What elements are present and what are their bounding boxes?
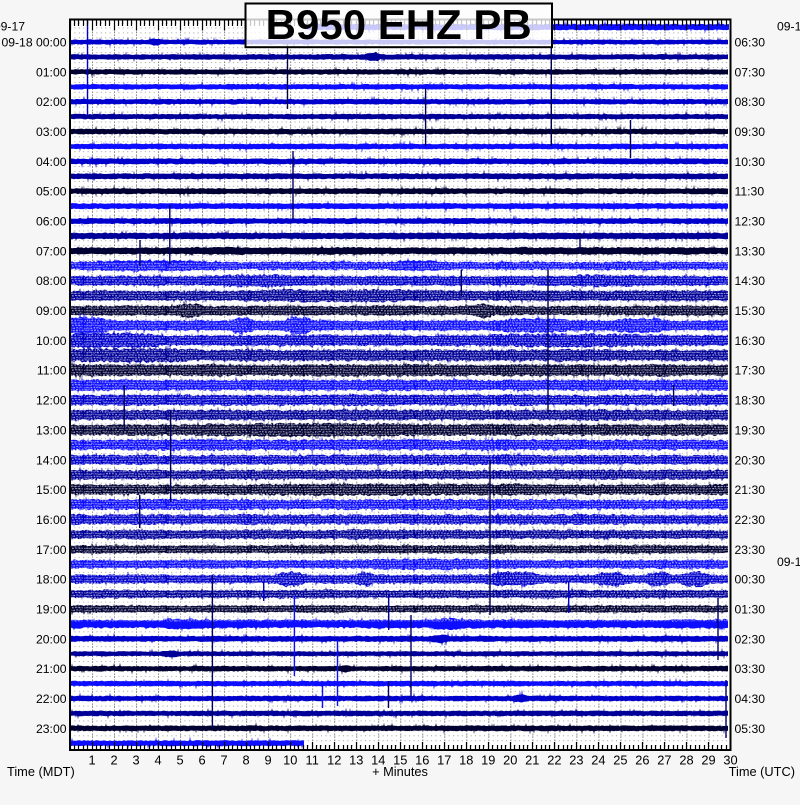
svg-text:06:30: 06:30 (735, 36, 766, 50)
svg-text:21:30: 21:30 (735, 483, 766, 497)
svg-text:4: 4 (155, 753, 162, 768)
svg-text:5: 5 (177, 753, 184, 768)
svg-text:16:00: 16:00 (36, 513, 67, 527)
svg-text:21:00: 21:00 (36, 662, 67, 676)
svg-text:7: 7 (221, 753, 228, 768)
svg-text:1: 1 (88, 753, 95, 768)
svg-text:B950 EHZ PB: B950 EHZ PB (266, 1, 532, 48)
svg-text:20:30: 20:30 (735, 453, 766, 467)
svg-text:09-19: 09-19 (777, 555, 800, 569)
svg-text:07:30: 07:30 (735, 65, 766, 79)
svg-text:10:00: 10:00 (36, 334, 67, 348)
svg-text:12: 12 (327, 753, 341, 768)
svg-text:15:30: 15:30 (735, 304, 766, 318)
svg-text:14: 14 (371, 753, 385, 768)
svg-text:19:00: 19:00 (36, 603, 67, 617)
svg-text:05:00: 05:00 (36, 185, 67, 199)
svg-text:22:30: 22:30 (735, 513, 766, 527)
svg-text:17:00: 17:00 (36, 543, 67, 557)
svg-text:11:00: 11:00 (37, 364, 67, 378)
svg-text:09-18 00:00: 09-18 00:00 (1, 36, 66, 50)
svg-text:17:30: 17:30 (735, 364, 766, 378)
svg-text:2: 2 (110, 753, 117, 768)
svg-text:26: 26 (635, 753, 649, 768)
svg-text:00:30: 00:30 (735, 573, 766, 587)
svg-text:09-17: 09-17 (0, 20, 25, 34)
svg-text:22: 22 (547, 753, 561, 768)
svg-text:18: 18 (459, 753, 473, 768)
svg-text:01:00: 01:00 (36, 65, 67, 79)
svg-text:16:30: 16:30 (735, 334, 766, 348)
svg-text:Time (UTC): Time (UTC) (729, 764, 795, 779)
svg-text:29: 29 (701, 753, 715, 768)
svg-text:22:00: 22:00 (36, 692, 67, 706)
svg-text:3: 3 (133, 753, 140, 768)
svg-text:03:00: 03:00 (36, 125, 67, 139)
svg-text:07:00: 07:00 (36, 244, 67, 258)
svg-text:09-18: 09-18 (777, 20, 800, 34)
svg-text:18:30: 18:30 (735, 394, 766, 408)
svg-text:18:00: 18:00 (36, 573, 67, 587)
svg-text:30: 30 (723, 753, 737, 768)
svg-text:14:30: 14:30 (735, 274, 766, 288)
svg-text:13:30: 13:30 (735, 244, 766, 258)
svg-text:06:00: 06:00 (36, 215, 67, 229)
svg-text:6: 6 (199, 753, 206, 768)
svg-text:28: 28 (679, 753, 693, 768)
svg-text:8: 8 (243, 753, 250, 768)
svg-text:01:30: 01:30 (735, 603, 766, 617)
svg-text:20:00: 20:00 (36, 632, 67, 646)
svg-text:9: 9 (265, 753, 272, 768)
svg-text:13:00: 13:00 (36, 423, 67, 437)
svg-text:10: 10 (283, 753, 297, 768)
svg-text:25: 25 (613, 753, 627, 768)
svg-text:09:30: 09:30 (735, 125, 766, 139)
svg-text:05:30: 05:30 (735, 722, 766, 736)
svg-text:27: 27 (657, 753, 671, 768)
svg-text:11:30: 11:30 (735, 185, 765, 199)
svg-text:04:00: 04:00 (36, 155, 67, 169)
svg-text:09:00: 09:00 (36, 304, 67, 318)
svg-text:12:00: 12:00 (36, 394, 67, 408)
svg-text:15:00: 15:00 (36, 483, 67, 497)
svg-text:23: 23 (569, 753, 583, 768)
svg-text:02:00: 02:00 (36, 95, 67, 109)
svg-text:08:30: 08:30 (735, 95, 766, 109)
svg-text:14:00: 14:00 (36, 453, 67, 467)
svg-text:21: 21 (525, 753, 539, 768)
svg-text:02:30: 02:30 (735, 632, 766, 646)
svg-text:11: 11 (306, 753, 319, 768)
svg-text:+ Minutes: + Minutes (372, 764, 428, 779)
svg-text:15: 15 (393, 753, 407, 768)
svg-text:12:30: 12:30 (735, 215, 766, 229)
svg-text:19:30: 19:30 (735, 423, 766, 437)
svg-text:20: 20 (503, 753, 517, 768)
svg-text:03:30: 03:30 (735, 662, 766, 676)
svg-text:08:00: 08:00 (36, 274, 67, 288)
svg-text:24: 24 (591, 753, 605, 768)
svg-text:16: 16 (415, 753, 429, 768)
svg-text:10:30: 10:30 (735, 155, 766, 169)
svg-text:13: 13 (349, 753, 363, 768)
svg-text:04:30: 04:30 (735, 692, 766, 706)
svg-text:17: 17 (437, 753, 451, 768)
svg-text:Time (MDT): Time (MDT) (7, 764, 75, 779)
svg-text:19: 19 (481, 753, 495, 768)
svg-text:23:00: 23:00 (36, 722, 67, 736)
svg-text:23:30: 23:30 (735, 543, 766, 557)
